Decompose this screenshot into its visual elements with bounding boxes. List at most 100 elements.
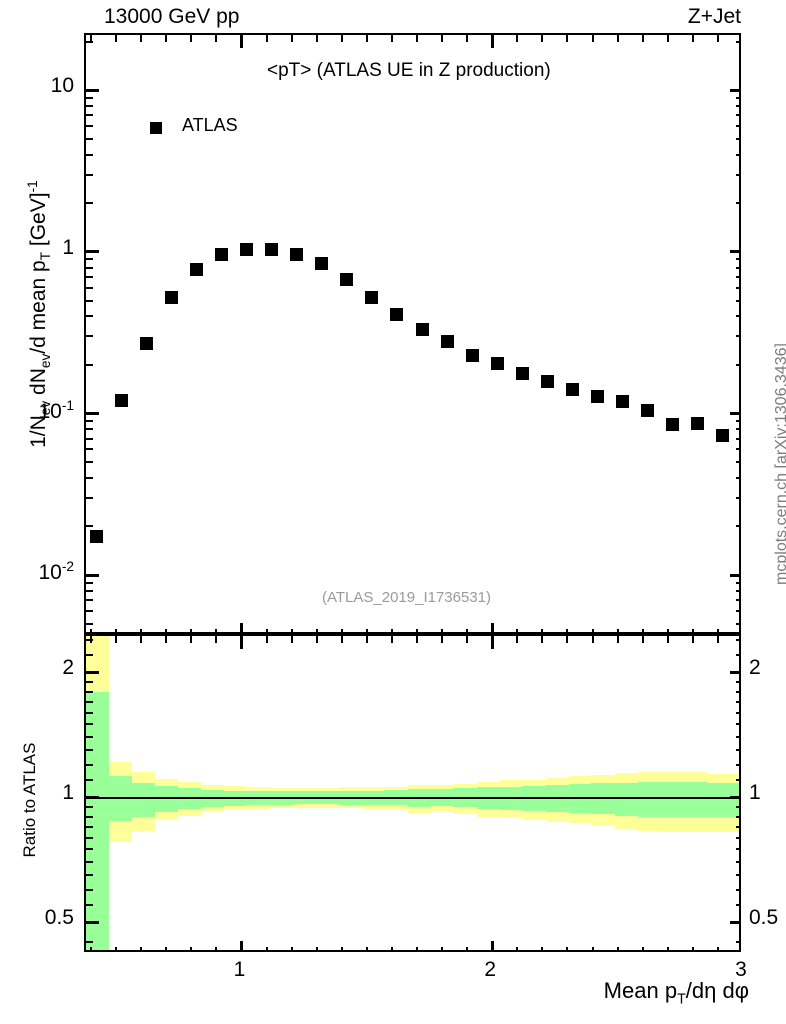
axis-tick	[86, 581, 93, 584]
ratio-y-tick-label-right: 0.5	[749, 905, 779, 929]
axis-tick	[616, 636, 619, 643]
axis-tick	[86, 125, 93, 128]
analysis-watermark: (ATLAS_2019_I1736531)	[322, 589, 492, 606]
axis-tick	[541, 629, 544, 632]
legend-label-atlas: ATLAS	[182, 115, 238, 135]
axis-tick	[86, 860, 93, 863]
data-point-atlas	[239, 243, 253, 257]
axis-tick	[115, 35, 118, 42]
axis-tick	[736, 525, 739, 528]
axis-tick	[315, 629, 318, 632]
axis-tick	[736, 622, 739, 625]
axis-tick	[736, 836, 739, 839]
axis-tick	[736, 735, 739, 738]
axis-tick	[516, 629, 519, 632]
data-point-atlas	[365, 291, 379, 305]
axis-tick	[666, 636, 669, 643]
axis-tick	[86, 671, 99, 675]
data-point-atlas	[490, 357, 504, 371]
axis-tick	[90, 629, 92, 632]
axis-tick	[736, 848, 739, 851]
axis-tick	[736, 589, 739, 592]
axis-tick	[616, 35, 619, 42]
axis-tick	[86, 461, 93, 464]
data-point-atlas	[89, 530, 103, 544]
axis-tick	[86, 437, 93, 440]
axis-tick	[390, 629, 393, 632]
ratio-reference-line	[86, 796, 739, 799]
axis-tick	[86, 266, 93, 269]
axis-tick	[736, 609, 739, 612]
axis-tick	[616, 629, 619, 632]
axis-tick	[736, 96, 739, 99]
axis-tick	[215, 35, 218, 42]
axis-tick	[340, 947, 343, 950]
axis-tick	[115, 636, 118, 643]
main-y-tick-label: 10-2	[38, 559, 75, 585]
axis-tick	[140, 629, 143, 632]
axis-tick	[115, 629, 118, 632]
data-point-atlas	[139, 337, 153, 351]
axis-tick	[666, 629, 669, 632]
axis-tick	[86, 599, 93, 602]
axis-tick	[239, 941, 243, 950]
axis-tick	[591, 947, 594, 950]
axis-tick	[736, 690, 739, 693]
axis-tick	[416, 636, 418, 643]
data-point-atlas	[340, 273, 354, 286]
axis-tick	[86, 202, 93, 205]
axis-tick	[736, 888, 739, 891]
axis-tick	[340, 35, 343, 42]
ratio-y-tick-label: 1	[62, 780, 74, 804]
axis-tick	[265, 35, 268, 42]
data-point-atlas	[114, 393, 128, 407]
axis-tick	[86, 286, 93, 289]
axis-tick	[716, 947, 719, 950]
ratio-band-inner	[660, 782, 685, 817]
axis-tick	[490, 35, 494, 48]
axis-tick	[165, 35, 168, 42]
axis-tick	[736, 497, 739, 500]
axis-tick	[591, 629, 594, 632]
ratio-y-tick-label: 2	[62, 655, 74, 679]
plot-title: <pT> (ATLAS UE in Z production)	[267, 60, 551, 81]
axis-tick	[736, 266, 739, 269]
axis-tick	[86, 723, 93, 726]
axis-tick	[90, 35, 92, 42]
axis-tick	[290, 636, 293, 643]
axis-tick	[190, 629, 193, 632]
data-point-atlas	[415, 323, 429, 337]
axis-tick	[86, 763, 93, 766]
axis-tick	[736, 286, 739, 289]
axis-tick	[716, 629, 719, 632]
axis-tick	[416, 35, 418, 42]
axis-tick	[736, 815, 739, 818]
axis-tick	[290, 947, 293, 950]
ratio-band-inner	[86, 691, 109, 950]
axis-tick	[730, 573, 739, 577]
axis-tick	[736, 275, 739, 278]
axis-tick	[315, 947, 318, 950]
ratio-band-inner	[132, 782, 155, 817]
axis-tick	[416, 629, 418, 632]
axis-tick	[86, 104, 93, 107]
axis-tick	[736, 599, 739, 602]
axis-tick	[516, 947, 519, 950]
axis-tick	[466, 947, 469, 950]
axis-tick	[736, 638, 739, 641]
axis-tick	[86, 275, 93, 278]
axis-tick	[390, 35, 393, 42]
data-point-atlas	[565, 383, 579, 397]
axis-tick	[736, 428, 739, 431]
axis-tick	[736, 419, 739, 422]
axis-tick	[86, 335, 93, 338]
axis-tick	[86, 419, 93, 422]
ratio-band-inner	[637, 782, 661, 817]
axis-tick	[86, 690, 93, 693]
data-point-atlas	[540, 374, 554, 388]
axis-tick	[86, 96, 93, 99]
axis-tick	[541, 636, 544, 643]
axis-tick	[736, 40, 739, 43]
axis-tick	[566, 636, 569, 643]
